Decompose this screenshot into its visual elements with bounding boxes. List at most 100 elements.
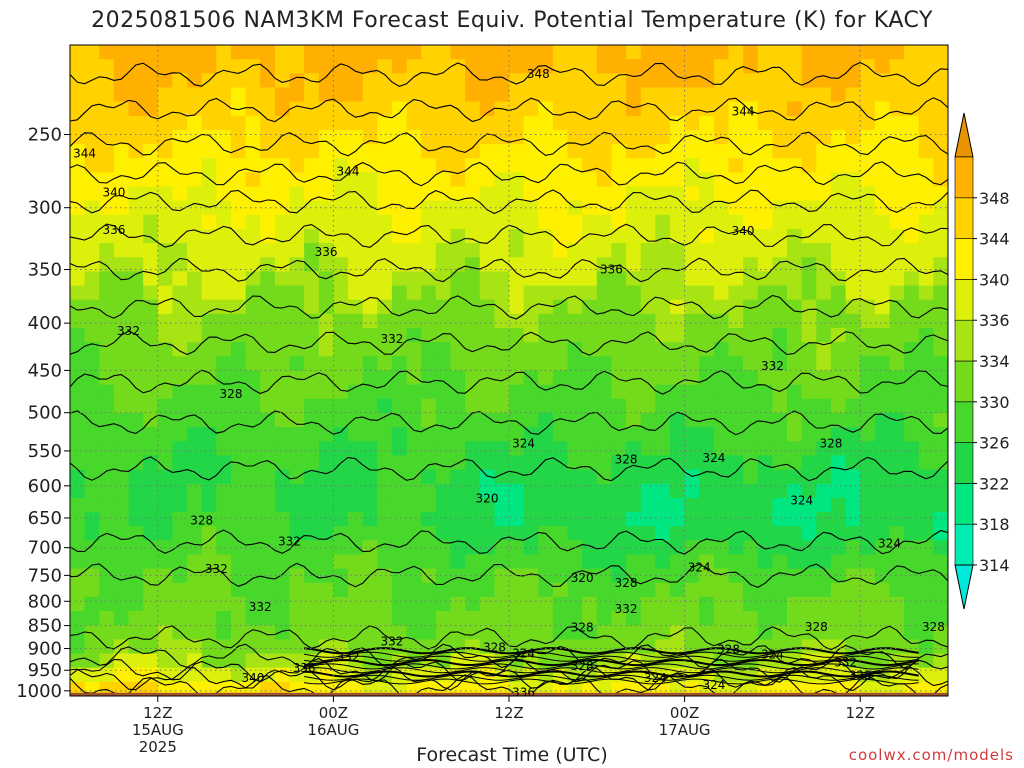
field-cell xyxy=(772,229,788,244)
field-cell xyxy=(99,625,115,640)
field-cell xyxy=(567,87,583,103)
field-cell xyxy=(757,455,773,471)
field-cell xyxy=(728,271,744,287)
field-cell xyxy=(391,611,408,626)
field-cell xyxy=(421,214,437,230)
field-cell xyxy=(860,158,876,173)
field-cell xyxy=(787,59,803,74)
field-cell xyxy=(904,427,920,442)
field-cell xyxy=(567,497,583,513)
field-cell xyxy=(509,596,525,612)
field-cell xyxy=(231,469,247,485)
field-cell xyxy=(465,87,481,103)
field-cell xyxy=(494,59,510,74)
field-cell xyxy=(640,427,656,442)
field-cell xyxy=(435,497,451,513)
field-cell xyxy=(918,639,934,655)
field-cell xyxy=(201,328,217,343)
field-cell xyxy=(904,214,920,230)
field-cell xyxy=(611,413,627,428)
field-cell xyxy=(713,172,730,188)
field-cell xyxy=(289,87,305,103)
field-cell xyxy=(860,172,876,188)
field-cell xyxy=(509,313,525,329)
field-cell xyxy=(874,455,890,471)
field-cell xyxy=(348,497,364,513)
field-cell xyxy=(655,45,671,60)
field-cell xyxy=(435,158,451,173)
field-cell xyxy=(640,45,656,60)
field-cell xyxy=(479,87,495,103)
field-cell xyxy=(231,271,247,287)
field-cell xyxy=(143,158,159,173)
field-cell xyxy=(274,129,291,145)
field-cell xyxy=(787,285,803,301)
field-cell xyxy=(260,115,276,131)
field-cell xyxy=(728,172,744,188)
field-cell xyxy=(596,370,612,386)
field-cell xyxy=(157,129,173,145)
field-cell xyxy=(435,229,451,244)
field-cell xyxy=(772,186,788,202)
field-cell xyxy=(684,129,700,145)
field-cell xyxy=(274,257,291,273)
field-cell xyxy=(626,413,642,428)
field-cell xyxy=(245,129,261,145)
field-cell xyxy=(596,271,612,287)
field-cell xyxy=(318,625,334,640)
field-cell xyxy=(801,455,817,471)
field-cell xyxy=(318,285,334,301)
field-cell xyxy=(860,554,876,570)
field-cell xyxy=(362,313,378,329)
field-cell xyxy=(406,413,422,428)
field-cell xyxy=(84,582,100,598)
field-cell xyxy=(465,441,481,457)
field-cell xyxy=(538,115,554,131)
field-cell xyxy=(801,596,817,612)
contour-label: 324 xyxy=(702,451,725,465)
field-cell xyxy=(113,469,130,485)
field-cell xyxy=(128,342,144,357)
field-cell xyxy=(348,172,364,188)
field-cell xyxy=(157,172,173,188)
field-cell xyxy=(113,639,130,655)
x-tick-label: 15AUG xyxy=(132,721,184,739)
field-cell xyxy=(274,526,291,541)
field-cell xyxy=(421,129,437,145)
field-cell xyxy=(143,285,159,301)
field-cell xyxy=(362,285,378,301)
field-cell xyxy=(523,384,539,400)
field-cell xyxy=(479,483,495,499)
field-cell xyxy=(70,512,86,527)
field-cell xyxy=(830,483,847,499)
field-cell xyxy=(538,158,554,173)
field-cell xyxy=(157,625,173,640)
field-cell xyxy=(377,73,393,89)
field-cell xyxy=(801,639,817,655)
field-cell xyxy=(904,271,920,287)
field-cell xyxy=(245,214,261,230)
field-cell xyxy=(260,73,276,89)
field-cell xyxy=(201,45,217,60)
x-tick-label: 16AUG xyxy=(307,721,359,739)
field-cell xyxy=(509,625,525,640)
field-cell xyxy=(860,681,876,696)
field-cell xyxy=(918,144,934,159)
field-cell xyxy=(626,115,642,131)
field-cell xyxy=(99,87,115,103)
field-cell xyxy=(845,398,861,414)
field-cell xyxy=(582,73,598,89)
field-cell xyxy=(845,413,861,428)
field-cell xyxy=(523,59,539,74)
field-cell xyxy=(304,512,320,527)
field-cell xyxy=(860,398,876,414)
field-cell xyxy=(231,101,247,117)
field-cell xyxy=(889,115,905,131)
field-cell xyxy=(465,497,481,513)
field-cell xyxy=(684,87,700,103)
field-cell xyxy=(435,512,451,527)
field-cell xyxy=(348,441,364,457)
field-cell xyxy=(201,243,217,258)
field-cell xyxy=(509,73,525,89)
field-cell xyxy=(640,257,656,273)
